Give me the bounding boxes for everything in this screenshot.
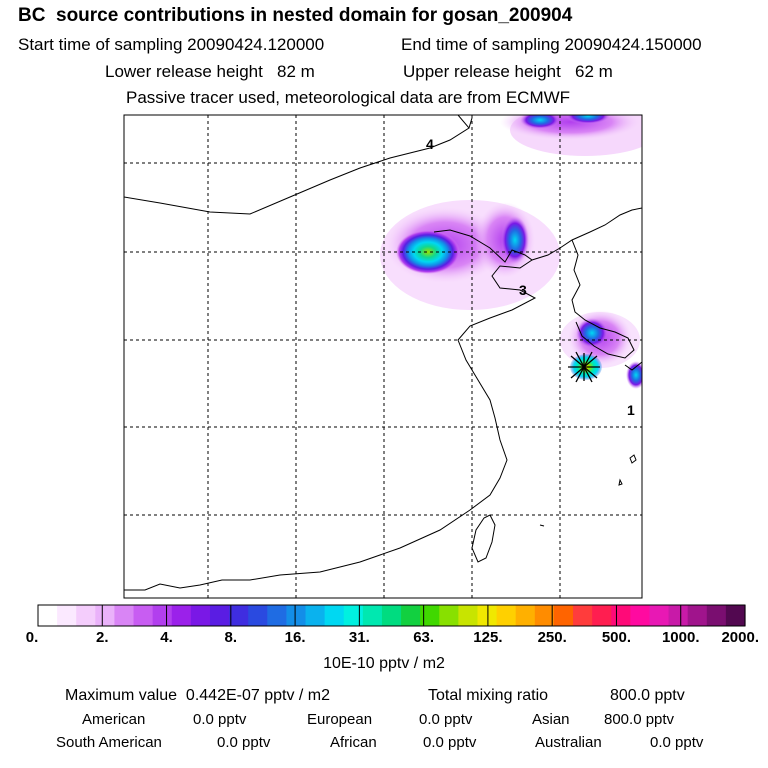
total-mixing-value: 800.0 pptv [610, 687, 685, 704]
colorbar-ticks: 0. 2. 4. 8. 16. 31. 63. 125. 250. 500. 1000. 2000. [26, 604, 759, 646]
colorbar-cell [229, 605, 249, 626]
colorbar-cell [553, 605, 574, 626]
colorbar-tick-label: 500. [602, 629, 631, 646]
colorbar-cell [381, 605, 402, 626]
colorbar-cell [305, 605, 326, 626]
region-value-american: 0.0 pptv [193, 711, 247, 728]
colorbar-cell [649, 605, 670, 626]
colorbar-cell [209, 605, 230, 626]
colorbar-cell [420, 605, 440, 626]
chart-title: BC source contributions in nested domain… [18, 5, 573, 26]
colorbar-cell [611, 605, 631, 626]
colorbar-tick-label: 2000. [721, 629, 759, 646]
colorbar-cell [401, 605, 421, 626]
colorbar-units: 10E-10 pptv / m2 [323, 655, 445, 672]
upper-release-label: Upper release height 62 m [403, 62, 613, 81]
colorbar-cell [706, 605, 727, 626]
colorbar [38, 605, 746, 626]
region-value-south-american: 0.0 pptv [217, 734, 271, 751]
plume-layer [380, 115, 642, 389]
region-value-european: 0.0 pptv [419, 711, 473, 728]
colorbar-cell [286, 605, 307, 626]
graticule [124, 115, 642, 598]
colorbar-tick-label: 0. [26, 629, 39, 646]
colorbar-cell [362, 605, 383, 626]
region-value-asian: 800.0 pptv [604, 711, 675, 728]
colorbar-cell [190, 605, 211, 626]
colorbar-cell [38, 605, 58, 626]
start-time-label: Start time of sampling 20090424.120000 [18, 35, 325, 54]
colorbar-cell [477, 605, 498, 626]
colorbar-cell [267, 605, 288, 626]
colorbar-cell [95, 605, 116, 626]
colorbar-cell [496, 605, 517, 626]
colorbar-tick-label: 1000. [662, 629, 700, 646]
region-value-australian: 0.0 pptv [650, 734, 704, 751]
colorbar-cell [515, 605, 536, 626]
colorbar-cell [133, 605, 154, 626]
star-marker-icon [568, 351, 600, 383]
colorbar-tick-label: 4. [160, 629, 173, 646]
colorbar-cell [592, 605, 612, 626]
colorbar-cell [114, 605, 135, 626]
colorbar-cell [343, 605, 364, 626]
colorbar-tick-label: 125. [473, 629, 502, 646]
tracer-info-label: Passive tracer used, meteorological data… [126, 88, 571, 107]
colorbar-cell [687, 605, 708, 626]
max-value-label: Maximum value 0.442E-07 pptv / m2 [65, 687, 331, 704]
region-label-1: 1 [627, 402, 635, 418]
region-value-african: 0.0 pptv [423, 734, 477, 751]
coastlines [124, 115, 642, 591]
colorbar-tick-label: 250. [538, 629, 567, 646]
colorbar-cell [573, 605, 593, 626]
colorbar-cell [439, 605, 459, 626]
end-time-label: End time of sampling 20090424.150000 [401, 35, 702, 54]
colorbar-cell [248, 605, 268, 626]
colorbar-cell [458, 605, 479, 626]
colorbar-cell [725, 605, 746, 626]
colorbar-tick-label: 16. [285, 629, 306, 646]
colorbar-tick-label: 31. [349, 629, 370, 646]
colorbar-cell [534, 605, 555, 626]
colorbar-cell [152, 605, 173, 626]
total-mixing-label: Total mixing ratio [428, 687, 549, 704]
lower-release-label: Lower release height 82 m [105, 62, 315, 81]
colorbar-cell [630, 605, 651, 626]
region-name-american: American [82, 711, 146, 728]
colorbar-cell [57, 605, 77, 626]
colorbar-cell [171, 605, 192, 626]
colorbar-tick-label: 63. [413, 629, 434, 646]
map-frame [123, 114, 643, 599]
region-name-asian: Asian [532, 711, 570, 728]
colorbar-cell [668, 605, 689, 626]
region-name-african: African [330, 734, 377, 751]
colorbar-cell [324, 605, 345, 626]
colorbar-tick-label: 8. [225, 629, 238, 646]
region-label-3: 3 [519, 282, 527, 298]
region-label-4: 4 [426, 136, 434, 152]
colorbar-cell [76, 605, 96, 626]
region-name-australian: Australian [535, 734, 602, 751]
region-name-south-american: South American [56, 734, 162, 751]
region-name-european: European [307, 711, 373, 728]
colorbar-tick-label: 2. [96, 629, 109, 646]
colorbar-frame [37, 604, 746, 627]
